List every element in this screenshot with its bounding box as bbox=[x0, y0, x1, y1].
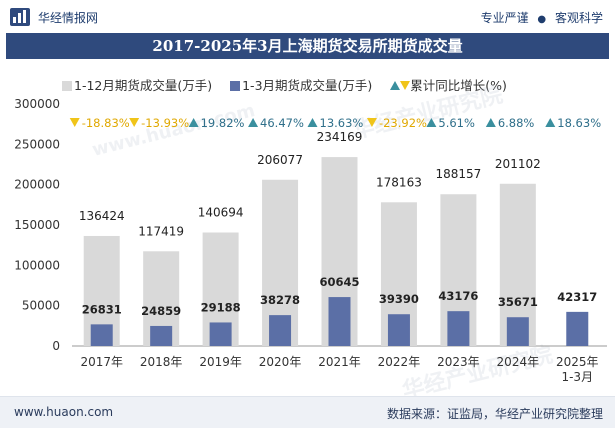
tagline: 专业严谨 ● 客观科学 bbox=[481, 9, 603, 26]
growth-up-marker bbox=[485, 118, 496, 127]
growth-label: 18.63% bbox=[557, 116, 601, 130]
legend-swatch-annual bbox=[62, 81, 72, 91]
bar-q1 bbox=[387, 314, 410, 346]
bar-chart: 0 50000 100000 150000 200000 250000 300000 1364… bbox=[14, 97, 607, 384]
legend-item-q1: 1-3月期货成交量(万手) bbox=[230, 75, 372, 94]
data-label-q1: 43176 bbox=[438, 289, 478, 303]
data-label-annual: 178163 bbox=[376, 175, 422, 189]
top-bar: 华经情报网 专业严谨 ● 客观科学 bbox=[0, 0, 615, 33]
data-label-annual: 117419 bbox=[138, 224, 184, 238]
chart-legend: 1-12月期货成交量(万手) 1-3月期货成交量(万手) 累计同比增长(%) bbox=[62, 75, 521, 94]
data-label-q1: 26831 bbox=[82, 302, 122, 316]
data-label-annual: 188157 bbox=[435, 167, 481, 181]
growth-label: -23.92% bbox=[379, 116, 427, 130]
y-tick-label: 250000 bbox=[14, 137, 60, 151]
data-label-annual: 136424 bbox=[79, 209, 125, 223]
growth-up-marker bbox=[188, 118, 199, 127]
x-tick-label: 2025年 bbox=[556, 355, 599, 369]
growth-up-marker bbox=[426, 118, 437, 127]
x-tick-label: 2020年 bbox=[259, 355, 302, 369]
legend-item-annual: 1-12月期货成交量(万手) bbox=[62, 75, 212, 94]
growth-up-marker bbox=[248, 118, 259, 127]
x-tick-label: 2017年 bbox=[80, 355, 123, 369]
footer-website: www.huaon.com bbox=[14, 405, 114, 419]
triangle-up-icon bbox=[390, 81, 401, 90]
bar-q1 bbox=[269, 315, 292, 346]
x-tick-label: 2019年 bbox=[199, 355, 242, 369]
data-label-q1: 38278 bbox=[260, 293, 300, 307]
x-tick-label: 2024年 bbox=[497, 355, 540, 369]
tagline-1: 专业严谨 bbox=[480, 11, 529, 25]
x-tick-label: 2023年 bbox=[437, 355, 480, 369]
data-label-annual: 206077 bbox=[257, 153, 303, 167]
growth-down-marker bbox=[69, 118, 80, 127]
chart-title: 2017-2025年3月上海期货交易所期货成交量 bbox=[6, 33, 609, 59]
y-tick-label: 200000 bbox=[14, 178, 60, 192]
data-label-q1: 39390 bbox=[379, 292, 419, 306]
footer-source: 数据来源：证监局，华经产业研究院整理 bbox=[386, 407, 603, 421]
bar-q1 bbox=[209, 322, 232, 346]
growth-label: 19.82% bbox=[201, 116, 245, 130]
bar-q1 bbox=[447, 311, 470, 346]
growth-down-marker bbox=[129, 118, 140, 127]
brand-logo-icon bbox=[10, 8, 30, 26]
bar-q1 bbox=[90, 324, 113, 346]
data-label-annual: 201102 bbox=[495, 157, 541, 171]
bar-q1 bbox=[506, 317, 529, 346]
separator-dot-icon: ● bbox=[537, 14, 547, 25]
data-label-annual: 234169 bbox=[317, 130, 363, 144]
legend-item-growth: 累计同比增长(%) bbox=[390, 75, 507, 94]
growth-label: 5.61% bbox=[438, 116, 475, 130]
growth-label: 6.88% bbox=[498, 116, 535, 130]
data-label-q1: 60645 bbox=[319, 275, 359, 289]
growth-label: -13.93% bbox=[141, 116, 189, 130]
x-tick-label: 2021年 bbox=[318, 355, 361, 369]
data-label-annual: 140694 bbox=[198, 206, 244, 220]
growth-up-marker bbox=[545, 118, 556, 127]
bar-q1 bbox=[328, 297, 351, 346]
bar-q1 bbox=[566, 311, 589, 346]
growth-label: 46.47% bbox=[260, 116, 304, 130]
y-tick-label: 50000 bbox=[22, 299, 60, 313]
x-tick-label: 2022年 bbox=[378, 355, 421, 369]
y-tick-label: 150000 bbox=[14, 218, 60, 232]
growth-label: 13.63% bbox=[320, 116, 364, 130]
x-tick-label: 2018年 bbox=[140, 355, 183, 369]
tagline-2: 客观科学 bbox=[554, 11, 603, 25]
legend-swatch-q1 bbox=[230, 81, 241, 91]
growth-down-marker bbox=[366, 118, 377, 127]
bar-q1 bbox=[150, 325, 173, 346]
data-label-q1: 24859 bbox=[141, 304, 181, 318]
growth-label: -18.83% bbox=[82, 116, 130, 130]
legend-label-annual: 1-12月期货成交量(万手) bbox=[74, 78, 213, 93]
footer: www.huaon.com 数据来源：证监局，华经产业研究院整理 bbox=[0, 396, 615, 428]
data-label-q1: 35671 bbox=[498, 295, 538, 309]
y-tick-label: 300000 bbox=[14, 97, 60, 111]
legend-label-q1: 1-3月期货成交量(万手) bbox=[242, 78, 373, 93]
y-tick-label: 100000 bbox=[14, 258, 60, 272]
legend-label-growth: 累计同比增长(%) bbox=[410, 78, 507, 93]
triangle-down-icon bbox=[400, 81, 411, 90]
growth-up-marker bbox=[307, 118, 318, 127]
data-label-q1: 42317 bbox=[557, 290, 597, 304]
x-tick-label: 1-3月 bbox=[561, 370, 593, 384]
brand-name: 华经情报网 bbox=[38, 11, 99, 25]
data-label-q1: 29188 bbox=[201, 300, 241, 314]
y-tick-label: 0 bbox=[52, 339, 60, 353]
